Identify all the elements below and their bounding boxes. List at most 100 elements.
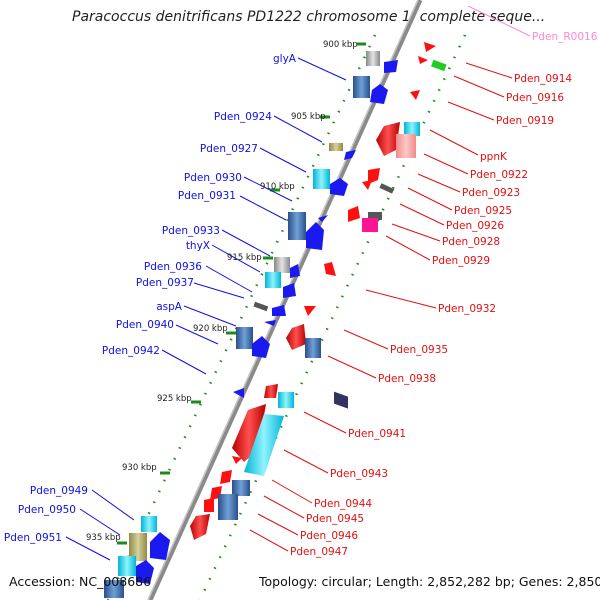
gene-arrow[interactable] (244, 414, 284, 476)
gene-label-pden-0925[interactable]: Pden_0925 (454, 205, 512, 217)
gene-arrow[interactable] (220, 470, 232, 484)
gene-label-pden-0946[interactable]: Pden_0946 (300, 530, 358, 542)
gene-label-pden-0951[interactable]: Pden_0951 (4, 532, 62, 544)
gene-block[interactable] (379, 183, 395, 194)
gene-arrow[interactable] (330, 178, 348, 196)
gene-block[interactable] (329, 143, 343, 151)
gene-block[interactable] (265, 272, 281, 288)
gene-arrow[interactable] (264, 384, 278, 398)
gene-label-pden-0936[interactable]: Pden_0936 (144, 261, 202, 273)
gene-block[interactable] (353, 76, 370, 98)
gene-label-pden-0924[interactable]: Pden_0924 (214, 111, 272, 123)
leader-line (221, 229, 271, 257)
gene-block[interactable] (366, 51, 380, 66)
gene-label-thyX[interactable]: thyX (186, 240, 210, 252)
gene-block[interactable] (104, 580, 124, 598)
gene-arrow[interactable] (348, 206, 360, 222)
gene-block[interactable] (404, 122, 420, 136)
gene-label-pden-0933[interactable]: Pden_0933 (162, 225, 220, 237)
leader-line (465, 62, 513, 79)
gene-block[interactable] (129, 533, 147, 561)
gene-block[interactable] (334, 391, 348, 409)
gene-block[interactable] (396, 134, 416, 158)
gene-arrow[interactable] (376, 122, 400, 156)
leader-line (343, 329, 389, 350)
gene-label-pden-0938[interactable]: Pden_0938 (378, 373, 436, 385)
gene-label-pden-0947[interactable]: Pden_0947 (290, 546, 348, 558)
gene-label-pden-0950[interactable]: Pden_0950 (18, 504, 76, 516)
gene-arrow[interactable] (370, 84, 388, 104)
gene-arrow[interactable] (304, 306, 316, 316)
gene-label-pden-0935[interactable]: Pden_0935 (390, 344, 448, 356)
gene-arrow[interactable] (286, 324, 306, 350)
gene-label-pden-0932[interactable]: Pden_0932 (438, 303, 496, 315)
gene-arrow[interactable] (344, 150, 356, 160)
gene-block[interactable] (278, 392, 294, 408)
gene-label-pden-0926[interactable]: Pden_0926 (446, 220, 504, 232)
gene-arrow[interactable] (418, 56, 428, 64)
gene-block[interactable] (218, 494, 238, 520)
gene-label-pden-0949[interactable]: Pden_0949 (30, 485, 88, 497)
gene-label-pden-0929[interactable]: Pden_0929 (432, 255, 490, 267)
gene-arrow[interactable] (362, 180, 372, 190)
gene-label-ppnK[interactable]: ppnK (480, 151, 508, 163)
gene-label-glyA[interactable]: glyA (273, 53, 297, 65)
gene-arrow[interactable] (410, 90, 420, 100)
gene-arrow[interactable] (272, 305, 286, 316)
gene-label-pden-0943[interactable]: Pden_0943 (330, 468, 388, 480)
gene-block[interactable] (236, 327, 253, 349)
gene-block[interactable] (118, 556, 136, 576)
gene-arrow[interactable] (290, 264, 300, 278)
reverse-strand-features (104, 51, 398, 598)
gene-label-pden-0944[interactable]: Pden_0944 (314, 498, 372, 510)
gene-arrow[interactable] (264, 320, 276, 326)
gene-label-pden-0928[interactable]: Pden_0928 (442, 236, 500, 248)
gene-label-pden-0931[interactable]: Pden_0931 (178, 190, 236, 202)
gene-arrow[interactable] (306, 222, 324, 250)
gene-label-pden-0919[interactable]: Pden_0919 (496, 115, 554, 127)
gene-arrow[interactable] (318, 215, 328, 222)
gene-label-pden-0927[interactable]: Pden_0927 (200, 143, 258, 155)
leader-line (239, 195, 287, 221)
gene-block[interactable] (274, 257, 290, 273)
gene-arrow[interactable] (204, 498, 214, 512)
gene-arrow[interactable] (190, 514, 210, 540)
gene-arrow[interactable] (252, 336, 270, 358)
gene-arrow[interactable] (232, 456, 242, 464)
gene-arrow[interactable] (424, 42, 436, 52)
gene-label-pden-0916[interactable]: Pden_0916 (506, 92, 564, 104)
gene-arrow[interactable] (233, 388, 244, 398)
gene-block[interactable] (313, 169, 330, 189)
leader-line (205, 265, 253, 293)
gene-block[interactable] (431, 59, 447, 72)
kbp-label: 915 kbp (227, 253, 262, 263)
gene-label-pden-0942[interactable]: Pden_0942 (102, 345, 160, 357)
gene-label-aspA[interactable]: aspA (156, 301, 183, 313)
gene-block[interactable] (232, 480, 250, 496)
gene-label-pden-0930[interactable]: Pden_0930 (184, 172, 242, 184)
forward-strand-features (190, 42, 447, 540)
gene-block[interactable] (253, 301, 269, 312)
gene-label-pden-0940[interactable]: Pden_0940 (116, 319, 174, 331)
gene-label-pden-0914[interactable]: Pden_0914 (514, 73, 572, 85)
gene-block[interactable] (141, 516, 157, 532)
kbp-label: 930 kbp (122, 463, 157, 473)
leader-line (211, 244, 261, 273)
gene-arrow[interactable] (368, 168, 380, 184)
gene-label-pden-0937[interactable]: Pden_0937 (136, 277, 194, 289)
gene-block[interactable] (362, 218, 378, 232)
gene-block[interactable] (288, 212, 306, 240)
gene-arrow[interactable] (324, 262, 336, 276)
gene-arrow[interactable] (136, 560, 154, 584)
gene-arrow[interactable] (283, 283, 296, 298)
gene-block[interactable] (368, 212, 382, 220)
gene-label-pden-r0016[interactable]: Pden_R0016 (532, 31, 598, 43)
gene-label-pden-0923[interactable]: Pden_0923 (462, 187, 520, 199)
gene-arrow[interactable] (150, 532, 170, 560)
gene-block[interactable] (305, 338, 321, 358)
leader-line (161, 349, 207, 375)
gene-label-pden-0941[interactable]: Pden_0941 (348, 428, 406, 440)
gene-label-pden-0945[interactable]: Pden_0945 (306, 513, 364, 525)
gene-arrow[interactable] (384, 60, 398, 73)
gene-label-pden-0922[interactable]: Pden_0922 (470, 169, 528, 181)
